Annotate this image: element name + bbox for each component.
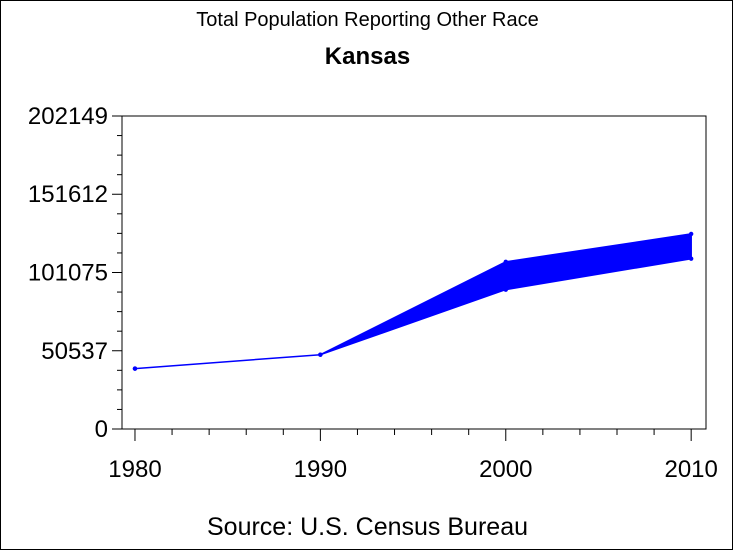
x-tick-label: 2000 <box>479 456 532 483</box>
data-point-low <box>503 287 508 292</box>
chart-subtitle: Kansas <box>324 43 411 70</box>
y-tick-label: 50537 <box>41 338 108 365</box>
chart-title: Total Population Reporting Other Race <box>196 9 539 31</box>
x-tick-label: 1980 <box>108 456 161 483</box>
x-tick-label: 2010 <box>664 456 717 483</box>
y-tick-label: 0 <box>95 416 108 443</box>
chart-source: Source: U.S. Census Bureau <box>207 513 528 541</box>
x-tick-label: 1990 <box>294 456 347 483</box>
data-point-high <box>688 231 694 237</box>
y-tick-label: 202149 <box>28 103 108 130</box>
data-point-low <box>318 352 323 357</box>
data-point-high <box>503 259 508 264</box>
data-point-low <box>688 256 694 261</box>
data-point-low <box>132 366 138 371</box>
plot-area-border <box>121 115 707 430</box>
y-tick-label: 101075 <box>28 259 108 286</box>
series-band <box>134 233 692 370</box>
y-tick-label: 151612 <box>28 181 108 208</box>
